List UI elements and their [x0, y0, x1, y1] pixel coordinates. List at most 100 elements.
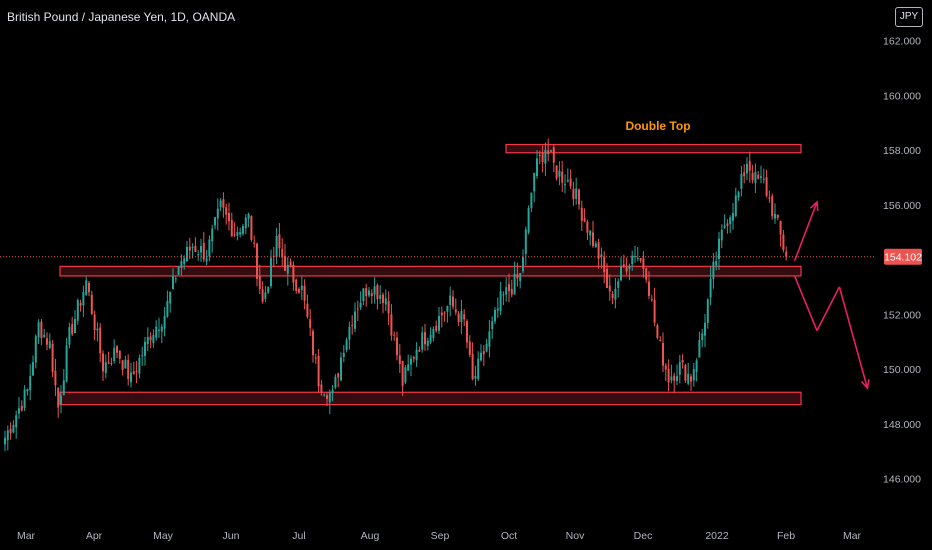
candle-body [62, 380, 65, 396]
candle-body [337, 373, 340, 378]
candle-body [146, 337, 149, 345]
candle-body [555, 165, 558, 179]
candle-body [152, 334, 155, 344]
candle-body [312, 331, 314, 356]
candle-body [681, 360, 684, 363]
candle-body [580, 207, 583, 221]
candle-body [589, 230, 592, 236]
candle-body [15, 415, 18, 428]
y-tick-label: 156.000 [883, 200, 921, 212]
candle-body [720, 229, 723, 241]
currency-button[interactable]: JPY [895, 7, 923, 27]
candle-body [774, 213, 776, 219]
candle-body [690, 376, 692, 382]
candle-body [603, 257, 606, 273]
candle-body [586, 221, 589, 233]
candle-body [606, 268, 608, 288]
candle-body [541, 152, 544, 163]
candle-body [715, 261, 718, 266]
candle-body [163, 315, 166, 329]
candle-body [435, 325, 438, 331]
candle-body [622, 264, 625, 267]
zone-rect [505, 143, 802, 154]
candle-body [583, 218, 586, 222]
candle-body [779, 220, 782, 235]
candle-body [404, 367, 407, 383]
candle-body [132, 371, 135, 374]
candle-body [421, 332, 424, 350]
candle-body [211, 228, 214, 242]
candle-body [275, 235, 278, 257]
candle-body [463, 314, 466, 320]
candle-body [748, 160, 751, 171]
candle-body [642, 258, 645, 269]
candle-body [648, 281, 650, 296]
candle-body [242, 225, 244, 234]
candle-body [662, 342, 664, 366]
candle-body [205, 258, 208, 262]
candle-body [261, 289, 264, 302]
candle-body [650, 299, 653, 301]
candle-body [239, 232, 242, 235]
candle-body [412, 356, 415, 359]
candle-body [4, 437, 6, 445]
candle-body [550, 150, 552, 152]
candle-body [88, 282, 90, 293]
candle-body [230, 219, 233, 237]
candle-body [214, 217, 216, 226]
candle-body [113, 347, 116, 362]
candle-body [194, 245, 197, 252]
candle-body [74, 318, 76, 334]
candle-body [457, 313, 460, 323]
y-tick-label: 148.000 [883, 419, 921, 431]
candle-body [306, 303, 309, 317]
candle-body [617, 281, 620, 288]
candle-body [379, 295, 382, 299]
candle-body [93, 314, 96, 331]
candle-body [692, 369, 695, 381]
candle-body [286, 264, 289, 274]
x-tick-label: Mar [17, 530, 36, 542]
candle-body [256, 243, 258, 279]
candle-body [513, 273, 516, 295]
candle-body [522, 257, 524, 272]
candle-body [82, 292, 85, 306]
y-tick-label: 158.000 [883, 145, 921, 157]
candle-body [54, 370, 57, 386]
candle-body [723, 225, 726, 228]
candle-body [331, 390, 334, 394]
candle-body [558, 170, 561, 177]
candle-body [706, 299, 709, 323]
candle-body [393, 334, 396, 336]
candle-body [673, 375, 676, 381]
projection-down-line-2 [816, 286, 841, 332]
y-tick-label: 152.000 [883, 309, 921, 321]
candle-body [578, 189, 580, 205]
candle-body [782, 234, 785, 250]
candle-body [233, 234, 236, 236]
candle-body [12, 424, 15, 433]
candle-body [29, 376, 32, 391]
candle-body [659, 339, 662, 341]
y-tick-label: 162.000 [883, 36, 921, 48]
projection-down-arrowhead [860, 379, 870, 390]
candle-body [26, 389, 29, 392]
candle-body [37, 322, 40, 338]
candle-body [334, 376, 337, 388]
projection-up-line [793, 201, 818, 262]
candle-body [566, 180, 569, 182]
candle-body [499, 291, 502, 311]
candle-body [502, 294, 505, 296]
candle-body [505, 287, 508, 295]
candle-body [628, 265, 631, 269]
candle-body [110, 362, 113, 364]
candle-body [34, 336, 37, 363]
candle-body [76, 300, 79, 321]
candle-body [751, 172, 754, 181]
candle-body [202, 242, 205, 260]
candle-body [597, 242, 600, 259]
candle-body [678, 361, 681, 375]
candle-body [634, 256, 636, 258]
candle-body [258, 276, 261, 290]
